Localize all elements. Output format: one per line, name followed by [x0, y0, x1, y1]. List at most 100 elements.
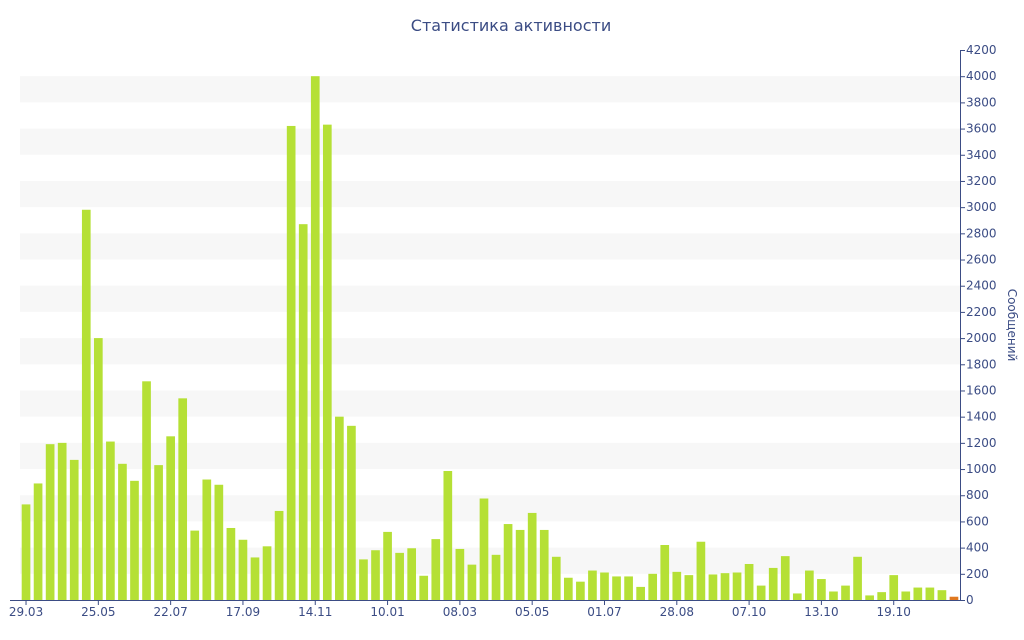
- bar: [106, 441, 115, 600]
- y-tick-label: 3800: [966, 95, 997, 109]
- y-tick-label: 800: [966, 488, 989, 502]
- grid-band: [20, 547, 960, 574]
- bar: [937, 590, 947, 600]
- y-tick-label: 1800: [966, 357, 997, 371]
- chart-title: Статистика активности: [411, 16, 611, 35]
- bar: [877, 592, 887, 600]
- bar: [648, 573, 658, 600]
- y-tick-label: 2600: [966, 253, 997, 267]
- bar: [214, 484, 224, 600]
- bar: [768, 567, 778, 600]
- x-tick-label: 14.11: [298, 605, 332, 619]
- bar: [636, 586, 645, 600]
- bar: [805, 570, 814, 600]
- bar: [829, 591, 838, 600]
- grid-band: [20, 233, 960, 260]
- bar: [612, 576, 621, 600]
- x-tick-label: 08.03: [443, 605, 477, 619]
- bar: [708, 574, 718, 600]
- bar: [853, 556, 862, 600]
- bar: [93, 338, 103, 600]
- x-tick-label: 10.01: [370, 605, 404, 619]
- y-tick-label: 2000: [966, 331, 997, 345]
- y-tick-label: 600: [966, 514, 989, 528]
- grid-band: [20, 285, 960, 312]
- bar: [515, 529, 525, 600]
- bar: [624, 576, 633, 600]
- bar: [889, 575, 899, 600]
- bar: [57, 442, 67, 600]
- bar: [335, 416, 344, 600]
- bar: [551, 556, 561, 600]
- bar: [262, 546, 272, 600]
- bar: [539, 529, 549, 600]
- y-axis-title: Сообщений: [1005, 289, 1019, 362]
- x-tick-label: 22.07: [153, 605, 187, 619]
- bar: [142, 381, 151, 600]
- bar: [949, 596, 959, 600]
- bar: [69, 459, 79, 600]
- y-tick-label: 3000: [966, 200, 997, 214]
- x-tick-label: 28.08: [660, 605, 694, 619]
- bar: [865, 595, 874, 600]
- y-tick-label: 2200: [966, 305, 997, 319]
- bar: [166, 436, 175, 600]
- x-tick-label: 29.03: [9, 605, 43, 619]
- bar: [901, 591, 911, 600]
- bar: [347, 425, 356, 600]
- y-tick-label: 3200: [966, 174, 997, 188]
- x-axis-ticks: 29.03 25.05 22.07 17.09 14.11 10.01 08.03 05.05…: [9, 600, 911, 619]
- bar: [455, 548, 465, 600]
- bar: [588, 570, 597, 600]
- y-tick-label: 1200: [966, 436, 997, 450]
- bar: [467, 564, 477, 600]
- bar: [672, 571, 682, 600]
- bar: [250, 557, 260, 600]
- bar: [45, 444, 55, 600]
- bar: [431, 539, 441, 600]
- bar: [226, 527, 236, 600]
- y-tick-label: 1000: [966, 462, 997, 476]
- bar: [81, 209, 91, 600]
- bar: [359, 559, 368, 600]
- bar: [286, 125, 296, 600]
- bar: [443, 471, 453, 600]
- y-tick-label: 3600: [966, 122, 997, 136]
- bar: [720, 573, 730, 600]
- bar-series: [21, 76, 959, 601]
- bar: [563, 577, 573, 600]
- x-tick-label: 19.10: [877, 605, 911, 619]
- bar: [817, 579, 826, 600]
- y-tick-label: 0: [966, 593, 974, 607]
- bar: [322, 124, 332, 600]
- bar: [238, 539, 248, 600]
- bar: [154, 465, 163, 600]
- bar: [684, 575, 694, 600]
- bar: [479, 498, 489, 600]
- bar: [527, 512, 537, 600]
- y-tick-label: 400: [966, 541, 989, 555]
- bar: [744, 563, 754, 600]
- grid-band: [20, 338, 960, 365]
- grid-band: [20, 390, 960, 417]
- bar: [395, 552, 404, 600]
- x-tick-label: 07.10: [732, 605, 766, 619]
- bar: [756, 585, 766, 600]
- y-tick-label: 1600: [966, 383, 997, 397]
- y-tick-label: 2800: [966, 226, 997, 240]
- bar: [696, 541, 706, 600]
- bar: [33, 483, 43, 600]
- x-tick-label: 01.07: [587, 605, 621, 619]
- bar: [178, 398, 188, 600]
- bar: [298, 224, 308, 601]
- bar: [841, 585, 850, 600]
- bar: [491, 554, 501, 600]
- grid-band: [20, 495, 960, 522]
- bar: [190, 530, 200, 600]
- bar: [660, 545, 670, 600]
- x-tick-label: 17.09: [226, 605, 260, 619]
- bar: [419, 575, 429, 600]
- x-tick-label: 05.05: [515, 605, 549, 619]
- y-tick-label: 2400: [966, 279, 997, 293]
